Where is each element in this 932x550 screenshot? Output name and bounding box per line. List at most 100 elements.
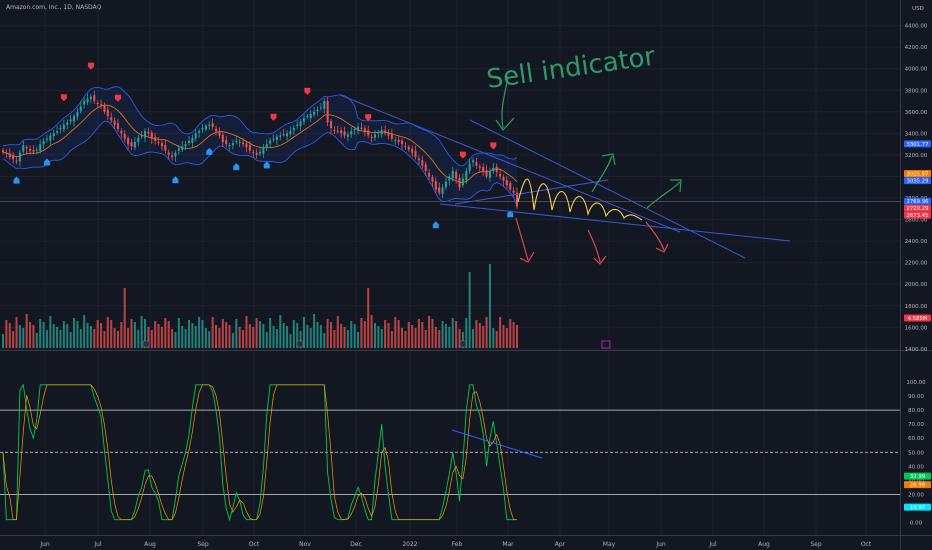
trend-drawings	[339, 77, 791, 265]
oscillator-tag-label: 26.99	[910, 483, 925, 489]
candle-body	[35, 149, 38, 151]
volume-bar	[515, 325, 519, 348]
candle-body	[174, 152, 177, 157]
volume-bar	[167, 321, 170, 348]
candle-body	[377, 132, 380, 134]
volume-bar	[333, 330, 336, 348]
candle-body	[22, 145, 25, 152]
volume-bar	[204, 328, 207, 348]
volume-bar	[485, 317, 488, 348]
time-tick-label: Dec	[350, 541, 362, 548]
volume-bar	[357, 332, 360, 348]
volume-bar	[475, 320, 478, 348]
volume-bar	[123, 288, 126, 348]
candle-body	[353, 129, 356, 131]
candle-body	[428, 173, 431, 177]
candle-body	[444, 181, 448, 188]
candle-body	[184, 144, 187, 147]
candle-body	[455, 171, 458, 179]
volume-bar	[512, 322, 515, 348]
volume-bar	[438, 330, 441, 348]
volume-bar	[265, 332, 268, 348]
volume-bar	[272, 326, 275, 348]
price-tag-label: 3025.87	[907, 172, 929, 178]
candle-body	[468, 163, 471, 172]
candle-body	[407, 146, 410, 150]
candle-body	[482, 167, 485, 173]
price-tick-label: 3800.00	[905, 88, 928, 94]
candle-body	[401, 140, 404, 145]
candle-body	[488, 171, 491, 178]
currency-label: USD	[912, 6, 924, 12]
volume-bar	[29, 322, 32, 348]
volume-bar	[282, 323, 285, 348]
candle-body	[83, 101, 86, 105]
candle-body	[167, 152, 170, 155]
signal-markers	[13, 62, 514, 229]
volume-bar	[86, 323, 89, 348]
candle-body	[384, 130, 387, 134]
price-tick-label: 2000.00	[905, 282, 928, 288]
candle-body	[204, 125, 207, 130]
volume-bar	[39, 319, 42, 348]
volume-bar	[370, 315, 373, 348]
candle-body	[76, 111, 79, 117]
candle-body	[313, 111, 316, 115]
oscillator-tick-label: 70.00	[908, 422, 924, 428]
candle-body	[32, 149, 35, 152]
lower-band	[2, 120, 518, 207]
candle-body	[495, 166, 498, 173]
symbol-title: Amazon.com, Inc., 1D, NASDAQ	[6, 4, 102, 11]
down-arrow	[587, 229, 607, 265]
volume-bar	[360, 318, 363, 348]
candle-body	[360, 127, 363, 130]
oscillator-tick-label: 0.00	[910, 521, 923, 527]
volume-bar	[458, 329, 461, 348]
price-axis[interactable]: 4400.00 4200.00 4000.00 3800.00 3600.00 3400.…	[905, 24, 928, 527]
price-tag-label: 3035.29	[907, 179, 929, 185]
candle-body	[198, 131, 201, 133]
price-tick-label: 2200.00	[905, 261, 928, 267]
volume-bar	[150, 330, 153, 348]
candle-body	[302, 118, 305, 122]
volume-bar	[306, 325, 309, 348]
price-tick-label: 1600.00	[905, 325, 928, 331]
volume-bar	[130, 319, 133, 348]
price-tag	[904, 204, 931, 212]
candle-body	[397, 139, 400, 142]
price-tick-label: 1400.00	[905, 347, 928, 353]
candle-body	[319, 107, 322, 109]
volume-bar	[45, 330, 48, 348]
volume-bar	[49, 316, 52, 348]
time-axis[interactable]: Jun Jul Aug Sep Oct Nov Dec 2022 Feb Mar Apr May Jun…	[39, 541, 872, 548]
sell-marker	[459, 151, 466, 159]
volume-bar	[343, 327, 346, 348]
volume-bar	[444, 324, 448, 348]
candle-body	[150, 132, 153, 139]
candles[interactable]	[1, 91, 519, 210]
volume-bar	[242, 330, 245, 348]
volume-bar	[319, 325, 322, 348]
volume-bar	[461, 332, 464, 348]
candle-body	[343, 131, 346, 136]
candle-body	[181, 146, 184, 150]
candle-body	[160, 143, 163, 147]
candle-body	[245, 143, 248, 148]
candle-body	[79, 106, 82, 112]
volume-bar	[1, 334, 5, 348]
candle-body	[434, 181, 437, 190]
volume-bar	[286, 326, 289, 348]
candle-body	[417, 158, 420, 161]
price-tag-label: 2720.29	[907, 206, 929, 212]
candle-body	[171, 155, 174, 158]
price-tick-label: 3200.00	[905, 153, 928, 159]
volume-bar	[492, 328, 495, 348]
candle-body	[39, 144, 42, 151]
candle-body	[127, 138, 130, 145]
volume-bar	[431, 319, 434, 348]
candle-body	[309, 113, 312, 119]
volume-bar	[346, 330, 349, 348]
volume-bar	[106, 317, 109, 348]
